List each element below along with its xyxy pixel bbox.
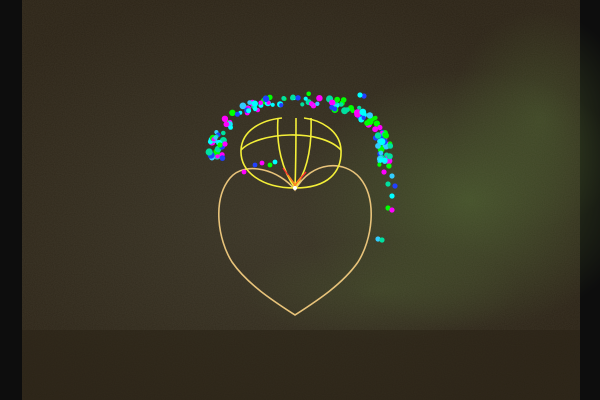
dot-marker bbox=[222, 141, 228, 147]
heart-outline-icon bbox=[218, 165, 372, 316]
dot-marker bbox=[387, 143, 394, 149]
dot-marker bbox=[303, 96, 308, 101]
dot-marker bbox=[251, 100, 258, 107]
dot-marker bbox=[386, 163, 392, 169]
dot-marker bbox=[359, 108, 367, 116]
dot-marker bbox=[316, 95, 323, 102]
background bbox=[22, 0, 600, 400]
dot-marker bbox=[378, 138, 386, 146]
dot-marker bbox=[389, 193, 395, 199]
dot-marker bbox=[279, 103, 284, 108]
dot-marker bbox=[366, 118, 374, 125]
dot-marker bbox=[241, 169, 247, 175]
dot-marker bbox=[341, 107, 349, 115]
dot-marker bbox=[262, 95, 270, 103]
dot-marker bbox=[377, 124, 383, 131]
dot-marker bbox=[215, 154, 220, 159]
dot-marker bbox=[272, 159, 278, 165]
dot-marker bbox=[247, 100, 253, 105]
dot-marker bbox=[381, 169, 387, 175]
dot-marker bbox=[373, 120, 380, 127]
base-arrows bbox=[282, 167, 307, 190]
dot-marker bbox=[338, 102, 344, 107]
dot-marker bbox=[372, 126, 378, 133]
dot-marker bbox=[306, 91, 312, 97]
dot-marker bbox=[373, 115, 378, 120]
left-frame-bar bbox=[0, 0, 22, 400]
dot-marker bbox=[377, 162, 382, 167]
dot-marker bbox=[386, 153, 393, 160]
dot-marker bbox=[375, 143, 381, 149]
dot-marker bbox=[295, 95, 301, 101]
dot-marker bbox=[219, 155, 226, 161]
dot-marker bbox=[385, 205, 391, 211]
dot-marker bbox=[234, 111, 240, 117]
dot-marker bbox=[354, 111, 361, 118]
dot-marker bbox=[270, 102, 275, 107]
dot-marker bbox=[213, 135, 218, 140]
dot-marker bbox=[357, 92, 363, 98]
dot-marker bbox=[385, 181, 391, 187]
dot-marker bbox=[229, 109, 236, 117]
dot-marker bbox=[206, 150, 212, 156]
dot-marker bbox=[379, 237, 385, 243]
dot-marker bbox=[217, 142, 223, 148]
dot-marker bbox=[382, 157, 388, 163]
dot-marker bbox=[239, 102, 247, 110]
dot-marker bbox=[246, 108, 252, 114]
dot-marker bbox=[392, 183, 398, 189]
dot-marker bbox=[389, 207, 395, 213]
dot-marker bbox=[334, 96, 341, 103]
dot-marker bbox=[267, 162, 273, 168]
dot-marker bbox=[375, 236, 381, 242]
dot-marker bbox=[374, 132, 382, 139]
dot-marker bbox=[252, 106, 258, 112]
dot-marker bbox=[308, 101, 314, 107]
dot-marker bbox=[329, 99, 336, 106]
dot-marker bbox=[389, 173, 395, 179]
yellow-curves-icon bbox=[240, 117, 342, 189]
dot-marker bbox=[258, 100, 264, 106]
dot-marker bbox=[259, 160, 265, 166]
colored-dot-cluster-icon bbox=[205, 91, 398, 243]
dot-marker bbox=[357, 105, 362, 110]
dot-marker bbox=[266, 100, 271, 105]
dot-marker bbox=[281, 96, 287, 101]
dot-marker bbox=[221, 130, 226, 136]
dot-marker bbox=[252, 162, 258, 168]
dot-marker bbox=[223, 121, 230, 128]
dot-marker bbox=[361, 115, 366, 120]
dot-marker bbox=[378, 150, 384, 156]
dot-marker bbox=[315, 101, 320, 107]
dot-marker bbox=[300, 102, 305, 107]
dot-marker bbox=[361, 93, 367, 99]
dot-marker bbox=[378, 157, 384, 163]
dot-marker bbox=[290, 94, 296, 100]
dot-marker bbox=[382, 132, 389, 138]
dot-marker bbox=[366, 112, 373, 119]
dot-marker bbox=[221, 115, 229, 123]
dot-marker bbox=[329, 105, 334, 110]
